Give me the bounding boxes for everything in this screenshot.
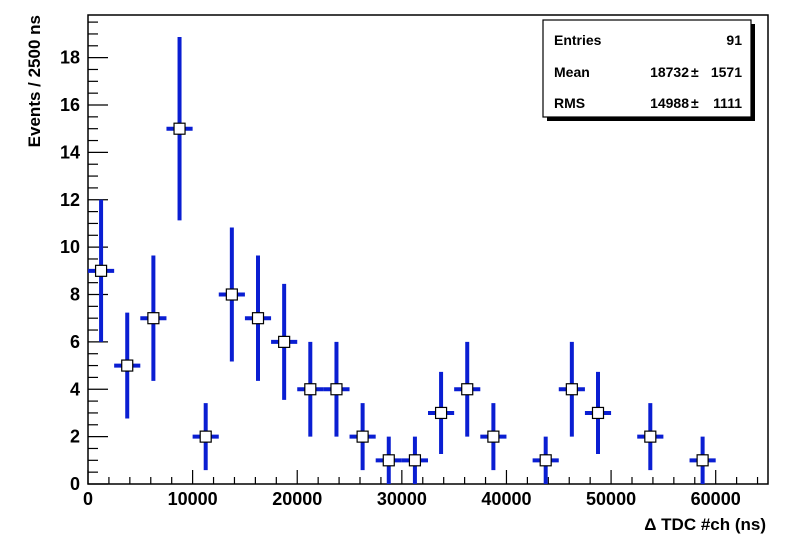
- stats-plusminus-mean: ±: [691, 64, 699, 80]
- data-point: [637, 403, 664, 471]
- axis-ticks: [87, 21, 759, 485]
- data-points: [88, 36, 716, 484]
- data-point: [140, 255, 167, 381]
- data-point: [689, 436, 716, 484]
- stats-label-mean: Mean: [554, 64, 590, 80]
- point-marker: [147, 312, 160, 325]
- data-point: [323, 341, 350, 437]
- stats-box: Entries 91 Mean 18732 ± 1571 RMS 14988 ±…: [542, 19, 755, 121]
- point-marker: [94, 264, 108, 277]
- data-point: [88, 199, 115, 342]
- data-point: [558, 341, 585, 437]
- y-axis-title: Events / 2500 ns: [25, 15, 44, 147]
- point-marker: [121, 359, 134, 372]
- y-tick-label: 8: [70, 285, 80, 305]
- point-marker: [539, 454, 552, 467]
- y-tick-label: 6: [70, 332, 80, 352]
- point-marker: [251, 312, 265, 325]
- data-point: [428, 371, 455, 454]
- point-marker: [278, 335, 291, 348]
- y-tick-label: 4: [70, 379, 80, 399]
- x-tick-label: 60000: [691, 489, 741, 509]
- point-marker: [356, 430, 369, 443]
- stats-value-mean: 18732: [650, 64, 689, 80]
- x-tick-label: 10000: [168, 489, 218, 509]
- point-marker: [565, 383, 578, 396]
- y-tick-label: 14: [60, 142, 80, 162]
- data-point: [192, 403, 219, 471]
- data-point: [401, 436, 428, 484]
- point-marker: [487, 430, 500, 443]
- y-tick-label: 12: [60, 190, 80, 210]
- stats-plusminus-rms: ±: [691, 95, 699, 111]
- y-tick-label: 0: [70, 474, 80, 494]
- x-tick-label: 20000: [272, 489, 322, 509]
- data-point: [244, 255, 272, 381]
- point-marker: [173, 122, 186, 135]
- point-marker: [330, 383, 343, 396]
- stats-value-rms: 14988: [650, 95, 689, 111]
- x-tick-label: 30000: [377, 489, 427, 509]
- stats-value-entries: 91: [726, 32, 742, 48]
- point-marker: [591, 406, 605, 420]
- point-marker: [408, 454, 422, 467]
- data-point: [532, 436, 559, 484]
- data-point: [349, 403, 376, 471]
- data-point: [584, 371, 612, 454]
- stats-error-rms: 1111: [713, 95, 742, 111]
- point-marker: [434, 406, 448, 420]
- data-point: [297, 341, 324, 437]
- point-marker: [644, 430, 657, 443]
- point-marker: [696, 454, 709, 467]
- x-tick-label: 40000: [481, 489, 531, 509]
- x-tick-label: 0: [83, 489, 93, 509]
- point-marker: [304, 383, 317, 396]
- stats-error-mean: 1571: [711, 64, 742, 80]
- y-tick-label: 18: [60, 48, 80, 68]
- data-point: [480, 403, 507, 471]
- data-point: [454, 341, 481, 437]
- x-tick-label: 50000: [586, 489, 636, 509]
- x-axis-title: Δ TDC #ch (ns): [644, 515, 766, 534]
- point-marker: [461, 383, 474, 396]
- point-marker: [199, 430, 212, 443]
- point-marker: [225, 288, 238, 301]
- y-tick-label: 10: [60, 237, 80, 257]
- data-point: [166, 36, 193, 221]
- point-marker: [382, 454, 395, 467]
- data-point: [114, 312, 141, 419]
- stats-label-entries: Entries: [554, 32, 602, 48]
- stats-label-rms: RMS: [554, 95, 585, 111]
- y-tick-label: 16: [60, 95, 80, 115]
- data-point: [271, 283, 298, 400]
- plot-frame: [87, 14, 769, 485]
- data-point: [218, 227, 245, 362]
- y-tick-label: 2: [70, 427, 80, 447]
- data-point: [375, 436, 402, 484]
- stats-box-panel: [542, 19, 752, 118]
- axis-tick-labels: 0 10000 20000 30000 40000 50000 60000 0 2 4 6 8 10 12…: [60, 48, 741, 509]
